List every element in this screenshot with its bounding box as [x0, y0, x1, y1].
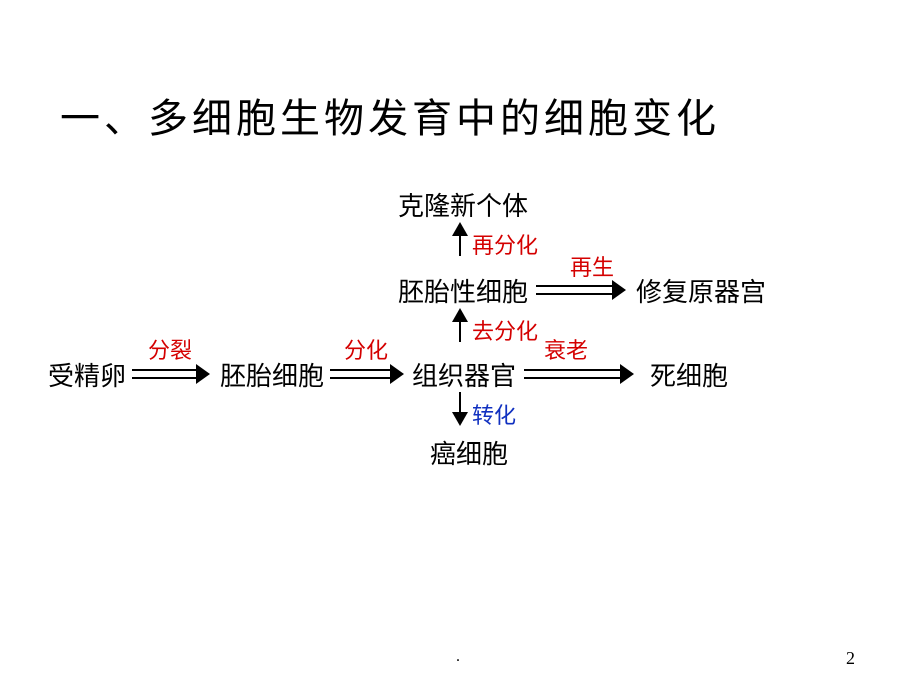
arrow-v_dn	[450, 392, 470, 431]
arrow-h2	[330, 364, 404, 389]
footer-dot: .	[456, 648, 460, 666]
node-repair: 修复原器宫	[636, 272, 766, 309]
node-clone: 克隆新个体	[398, 186, 528, 223]
slide-title: 一、多细胞生物发育中的细胞变化	[60, 86, 720, 144]
label-trans: 转化	[472, 398, 516, 430]
label-dediff: 去分化	[472, 314, 538, 346]
label-regen: 再生	[570, 250, 614, 282]
node-embryonic: 胚胎性细胞	[398, 272, 528, 309]
label-fission: 分裂	[148, 333, 192, 365]
arrow-h4	[536, 280, 626, 305]
label-diff: 分化	[344, 333, 388, 365]
node-embryo: 胚胎细胞	[220, 356, 324, 393]
arrow-v_up1	[450, 308, 470, 347]
node-dead: 死细胞	[650, 356, 728, 393]
page-number: 2	[846, 648, 855, 669]
label-rediff: 再分化	[472, 228, 538, 260]
arrow-h3	[524, 364, 634, 389]
node-tissue: 组织器官	[412, 356, 516, 393]
label-aging: 衰老	[544, 333, 588, 365]
arrow-h1	[132, 364, 210, 389]
arrow-v_up2	[450, 222, 470, 261]
node-cancer: 癌细胞	[430, 434, 508, 471]
node-zygote: 受精卵	[48, 356, 126, 393]
